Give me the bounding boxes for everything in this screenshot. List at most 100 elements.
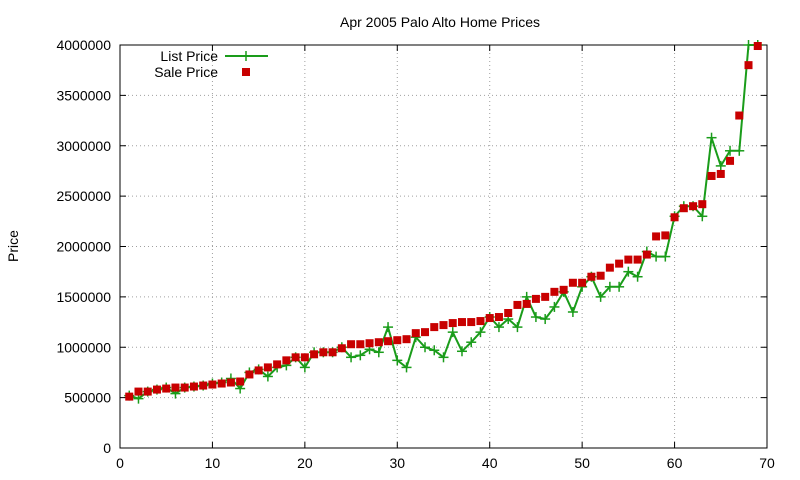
list-price-point [383,322,394,333]
sale-price-point [263,363,272,372]
legend-square [242,68,250,76]
legend-label-list-price: List Price [160,48,218,64]
sale-price-point [642,250,651,259]
y-axis-label: Price [5,230,21,262]
list-price-point [623,266,634,277]
sale-price-point [494,313,503,322]
plot-frame [119,44,768,449]
sale-price-point [744,61,753,70]
sale-price-point [467,318,476,327]
legend-label-sale-price: Sale Price [154,64,218,80]
sale-price-point [421,328,430,337]
list-price-point [512,322,523,333]
sale-price-point [448,319,457,328]
sale-price-point [624,255,633,264]
list-price-point [429,345,440,356]
legend-plus [241,51,251,61]
legend: List Price Sale Price [154,48,268,80]
list-price-point [725,145,736,156]
sale-price-point [541,292,550,301]
sale-price-point [328,348,337,357]
x-tick-label: 60 [667,455,683,471]
list-price-point [346,352,357,363]
sale-price-point [356,340,365,349]
sale-price-point [605,263,614,272]
list-price-point [493,322,504,333]
sale-price-point [430,323,439,332]
y-tick-label: 3000000 [56,138,111,154]
sale-price-point [199,381,208,390]
sale-price-point [411,329,420,338]
sale-price-point [217,379,226,388]
sale-price-point [531,294,540,303]
sale-price-point [152,385,161,394]
sale-price-point [504,308,513,317]
sale-price-point [171,383,180,392]
sale-price-point [596,271,605,280]
data-series [124,40,763,404]
list-price-point [567,306,578,317]
sale-price-point [254,366,263,375]
sale-price-point [347,340,356,349]
sale-price-point [698,200,707,209]
list-price-point [355,350,366,361]
series-sale-price [125,42,762,401]
sale-price-point [291,353,300,362]
sale-price-point [652,232,661,241]
x-tick-label: 40 [482,455,498,471]
y-tick-label: 2500000 [56,188,111,204]
sale-price-point [236,377,245,386]
list-price-point [604,281,615,292]
list-price-point [595,291,606,302]
sale-price-point [365,339,374,348]
list-price-point [392,355,403,366]
list-price-point [456,346,467,357]
x-tick-label: 20 [297,455,313,471]
x-tick-label: 30 [389,455,405,471]
y-tick-label: 4000000 [56,37,111,53]
sale-price-point [661,231,670,240]
list-price-point [262,371,273,382]
list-price-point [715,160,726,171]
y-tick-label: 1000000 [56,339,111,355]
sale-price-point [374,338,383,347]
sale-price-point [476,317,485,326]
sale-price-point [245,370,254,379]
sale-price-point [282,356,291,365]
sale-price-point [134,387,143,396]
sale-price-point [615,259,624,268]
sale-price-point [273,360,282,369]
sale-price-point [679,204,688,213]
sale-price-point [633,255,642,264]
sale-price-point [689,202,698,211]
legend-swatch-list-price [225,51,268,61]
grid-lines [120,45,767,448]
sale-price-point [189,382,198,391]
sale-price-point [300,353,309,362]
sale-price-point [513,300,522,309]
list-price-line [128,44,758,400]
list-price-point [614,281,625,292]
list-price-point [401,362,412,373]
sale-price-point [670,213,679,222]
sale-price-point [485,314,494,323]
sale-price-point [726,156,735,165]
y-tick-label: 2000000 [56,239,111,255]
sale-price-point [393,336,402,345]
y-tick-label: 0 [103,440,111,456]
y-tick-label: 3500000 [56,87,111,103]
list-price-point [734,145,745,156]
list-price-point [651,251,662,262]
sale-price-point [226,378,235,387]
sale-price-point [559,285,568,294]
y-tick-label: 1500000 [56,289,111,305]
sale-price-point [384,337,393,346]
list-price-point [706,132,717,143]
sale-price-point [125,392,134,401]
legend-swatch-sale-price [242,68,250,76]
chart-title: Apr 2005 Palo Alto Home Prices [340,14,540,30]
sale-price-point [180,383,189,392]
list-price-point [632,271,643,282]
list-price-point [743,40,754,50]
list-price-point [438,352,449,363]
